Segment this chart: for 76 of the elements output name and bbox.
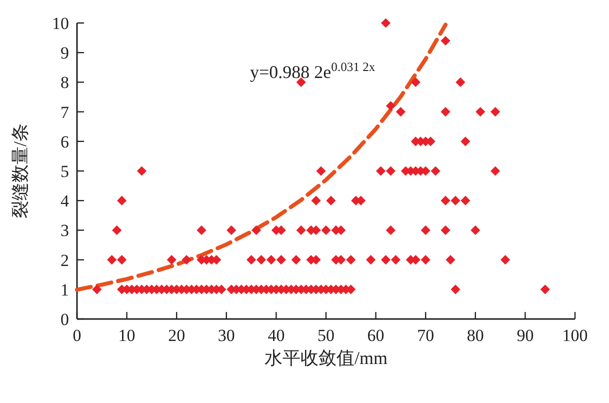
point xyxy=(136,166,147,176)
point xyxy=(117,255,127,265)
point xyxy=(166,255,176,265)
point xyxy=(266,255,276,265)
point xyxy=(430,166,440,176)
point xyxy=(316,166,326,176)
y-tick-label: 6 xyxy=(60,132,69,152)
point xyxy=(107,255,117,265)
x-tick-label: 50 xyxy=(318,326,334,345)
point xyxy=(226,225,236,235)
point xyxy=(390,255,401,265)
x-tick-label: 90 xyxy=(516,326,534,345)
point xyxy=(326,196,336,206)
point xyxy=(446,255,456,265)
point xyxy=(311,196,321,206)
point xyxy=(456,77,466,87)
point xyxy=(366,255,376,265)
point xyxy=(396,107,406,117)
point xyxy=(346,255,356,265)
point xyxy=(92,284,102,294)
x-axis-title: 水平收敛值/mm xyxy=(264,348,388,368)
x-tick-label: 20 xyxy=(168,326,186,345)
y-tick-label: 0 xyxy=(60,310,69,329)
point xyxy=(460,196,470,206)
point xyxy=(251,225,262,235)
y-tick-label: 8 xyxy=(60,73,69,92)
point xyxy=(490,107,500,117)
y-tick-label: 4 xyxy=(60,192,70,211)
y-tick-label: 5 xyxy=(60,162,69,181)
point xyxy=(500,255,510,265)
x-tick-label: 0 xyxy=(72,326,82,345)
point xyxy=(182,255,192,265)
point xyxy=(440,107,450,117)
y-tick-label: 1 xyxy=(60,280,69,300)
x-tick-label: 40 xyxy=(268,326,285,345)
point xyxy=(386,225,396,235)
x-tick-label: 10 xyxy=(118,326,136,345)
point xyxy=(276,255,286,265)
point xyxy=(420,225,430,235)
point xyxy=(410,77,420,87)
point xyxy=(540,284,550,294)
x-tick-label: 80 xyxy=(466,326,484,345)
point xyxy=(476,107,486,117)
annotation: y=0.988 2e$^{0.031 2x}$ xyxy=(250,60,376,82)
point xyxy=(386,101,396,111)
point xyxy=(117,196,127,206)
point xyxy=(380,255,391,265)
x-tick-label: 70 xyxy=(417,326,434,345)
point xyxy=(256,255,266,265)
point xyxy=(291,255,301,265)
point xyxy=(296,225,306,235)
point xyxy=(440,196,450,206)
point xyxy=(420,255,430,265)
x-tick-label: 100 xyxy=(562,326,588,345)
y-tick-label: 3 xyxy=(60,221,69,240)
x-tick-label: 60 xyxy=(367,326,384,345)
point xyxy=(440,36,450,46)
y-tick-label: 2 xyxy=(60,250,69,270)
point xyxy=(112,225,122,235)
point xyxy=(246,255,256,265)
y-tick-label: 10 xyxy=(52,14,69,33)
point xyxy=(380,18,391,28)
point xyxy=(440,225,450,235)
point xyxy=(386,166,396,176)
y-axis-title: 裂缝数量/条 xyxy=(10,123,30,219)
point xyxy=(376,166,386,176)
point xyxy=(196,225,206,235)
point xyxy=(450,284,460,294)
y-tick-label: 7 xyxy=(60,102,70,122)
point xyxy=(490,166,500,176)
y-tick-label: 9 xyxy=(60,44,69,63)
point xyxy=(470,225,480,235)
point xyxy=(321,225,331,235)
point xyxy=(460,136,470,146)
point xyxy=(450,196,460,206)
x-tick-label: 30 xyxy=(218,326,235,345)
